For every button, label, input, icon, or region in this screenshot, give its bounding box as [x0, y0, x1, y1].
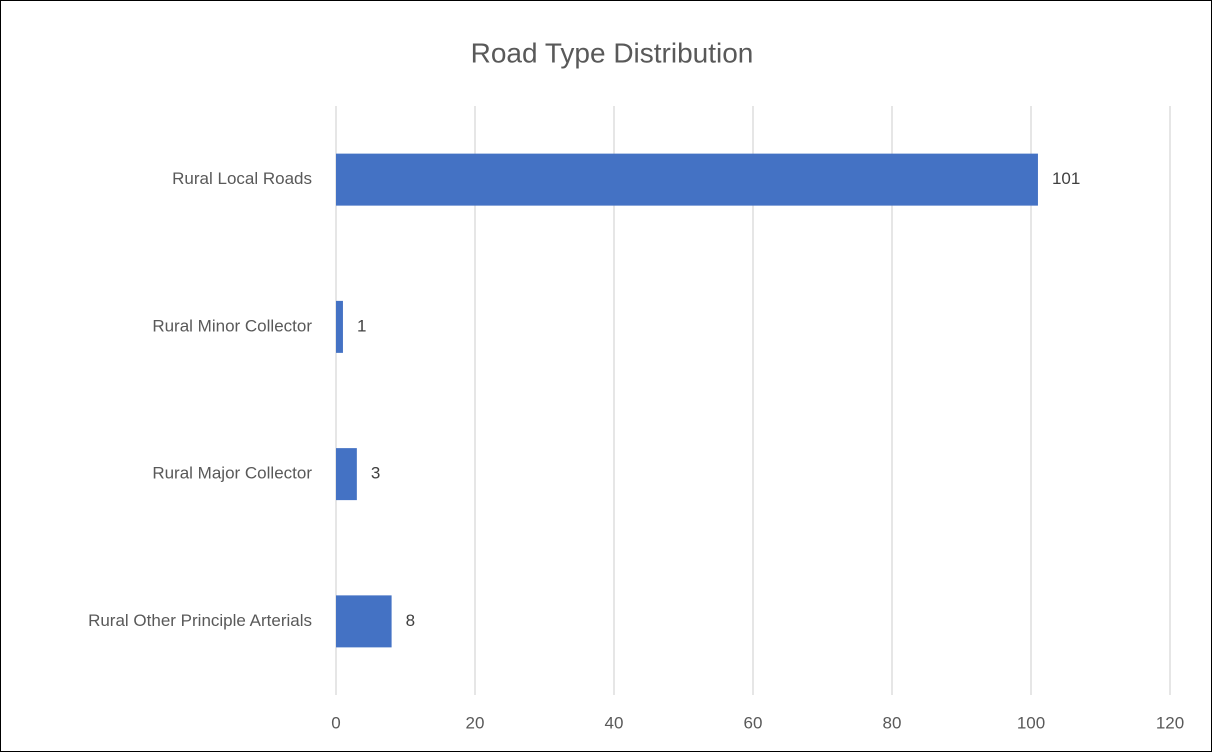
- data-label: 8: [406, 611, 415, 630]
- x-tick-label: 60: [744, 713, 763, 732]
- x-tick-label: 100: [1017, 713, 1045, 732]
- data-label: 1: [357, 316, 366, 335]
- y-tick-label: Rural Other Principle Arterials: [88, 611, 312, 630]
- x-tick-label: 0: [331, 713, 340, 732]
- data-label: 3: [371, 464, 380, 483]
- x-tick-label: 80: [883, 713, 902, 732]
- bar: [336, 300, 343, 353]
- data-label: 101: [1052, 169, 1080, 188]
- x-tick-label: 120: [1156, 713, 1184, 732]
- y-tick-label: Rural Minor Collector: [152, 316, 312, 335]
- bar: [336, 595, 392, 648]
- y-tick-label: Rural Local Roads: [172, 169, 312, 188]
- y-tick-label: Rural Major Collector: [152, 464, 312, 483]
- x-tick-label: 20: [466, 713, 485, 732]
- bar: [336, 448, 357, 501]
- bar: [336, 153, 1038, 206]
- x-tick-label: 40: [605, 713, 624, 732]
- chart-title: Road Type Distribution: [471, 37, 754, 68]
